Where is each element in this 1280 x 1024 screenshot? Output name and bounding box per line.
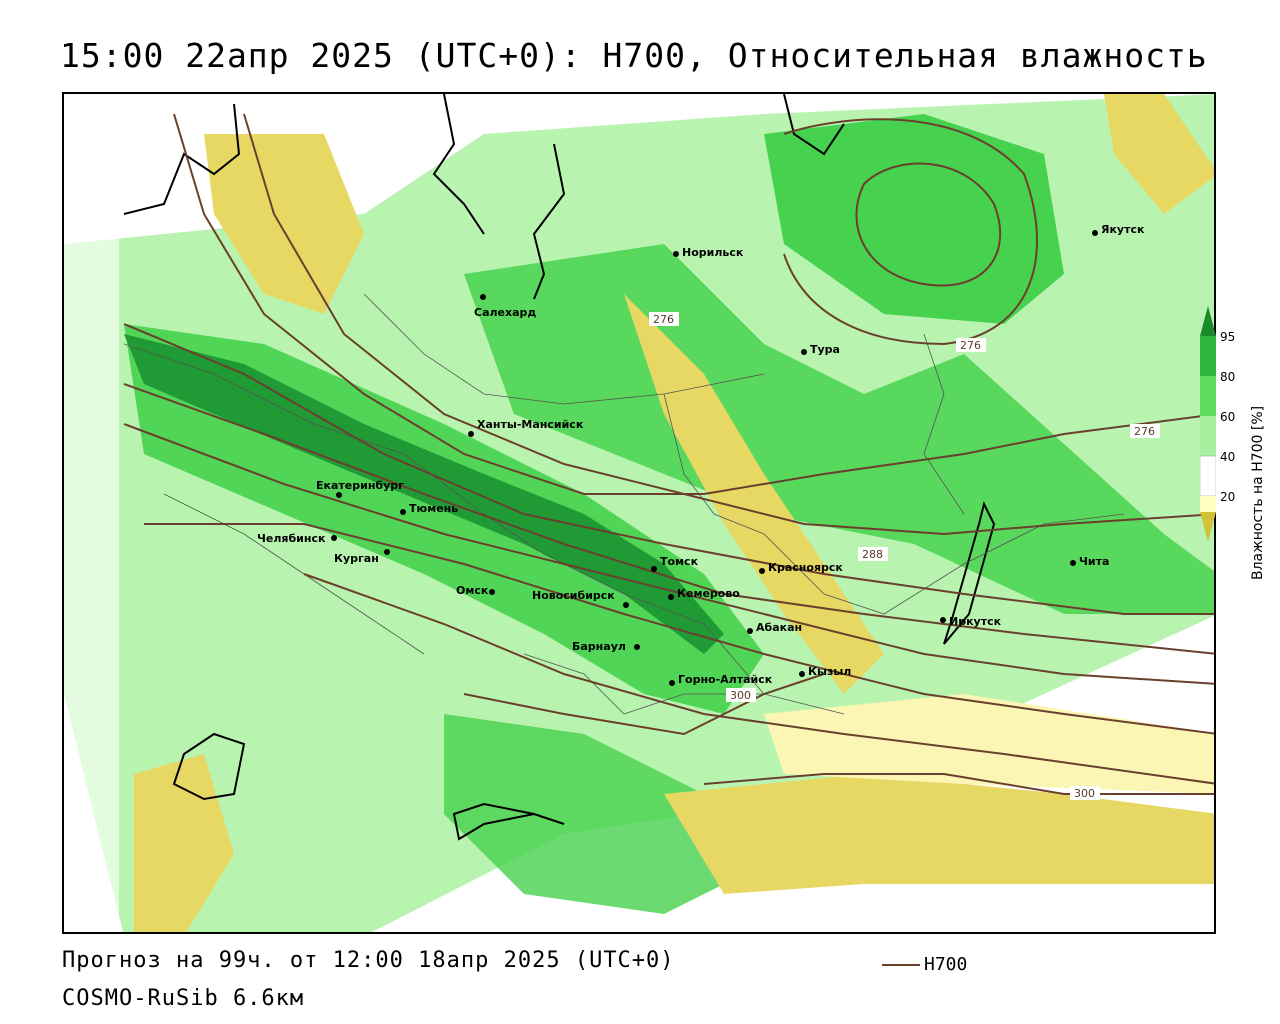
svg-text:Тура: Тура xyxy=(810,343,840,356)
contour-label: 288 xyxy=(862,548,883,561)
lake-balkhash xyxy=(452,802,565,841)
city-abakan: Абакан xyxy=(747,621,802,634)
yellow-region-northeast xyxy=(1104,94,1214,214)
green-region-yakutia xyxy=(764,114,1064,324)
colorbar-tick-95: 95 xyxy=(1220,330,1236,344)
lake-baikal xyxy=(943,501,996,645)
svg-text:Кемерово: Кемерово xyxy=(677,587,740,600)
svg-text:Горно-Алтайск: Горно-Алтайск xyxy=(678,673,773,686)
humidity-field xyxy=(64,94,1214,932)
colorbar-title: Влажность на H700 [%] xyxy=(1250,405,1266,580)
h700-contours xyxy=(123,113,1214,795)
city-gorno-altaysk: Горно-Алтайск xyxy=(669,673,773,686)
svg-text:Чита: Чита xyxy=(1079,555,1109,568)
city-ekaterinburg: Екатеринбург xyxy=(316,479,404,498)
city-chita: Чита xyxy=(1070,555,1109,568)
svg-text:Ханты-Мансийск: Ханты-Мансийск xyxy=(477,418,584,431)
city-norilsk: Норильск xyxy=(673,246,744,259)
cities: Норильск Якутск Салехард Тура Ханты-Манс… xyxy=(257,223,1145,686)
svg-text:Томск: Томск xyxy=(660,555,699,568)
svg-text:Челябинск: Челябинск xyxy=(257,532,326,545)
city-tura: Тура xyxy=(801,343,840,356)
svg-text:Екатеринбург: Екатеринбург xyxy=(316,479,404,492)
contour-label: 276 xyxy=(653,313,674,326)
svg-text:Курган: Курган xyxy=(334,552,379,565)
colorbar-tick-40: 40 xyxy=(1220,450,1236,464)
coastlines xyxy=(123,94,996,841)
green-region-south xyxy=(444,714,764,914)
colorbar-tick-80: 80 xyxy=(1220,370,1236,384)
city-novosibirsk: Новосибирск xyxy=(532,589,629,608)
contour-labels: 276 276 276 288 300 300 xyxy=(649,312,1160,800)
svg-text:Омск: Омск xyxy=(456,584,489,597)
outside-domain-left xyxy=(64,94,119,932)
svg-text:Барнаул: Барнаул xyxy=(572,640,626,653)
contour-legend-label: H700 xyxy=(924,954,968,975)
contour-label: 276 xyxy=(1134,425,1155,438)
yellow-band-diagonal xyxy=(624,294,884,694)
city-khanty-mansiysk: Ханты-Мансийск xyxy=(468,418,584,437)
map-canvas: 276 276 276 288 300 300 Норильск Якутск … xyxy=(64,94,1214,932)
yellow-region-southeast xyxy=(664,774,1214,894)
aral-region xyxy=(172,732,246,801)
colorbar-tick-60: 60 xyxy=(1220,410,1236,424)
svg-text:Красноярск: Красноярск xyxy=(768,561,843,574)
city-chelyabinsk: Челябинск xyxy=(257,532,337,545)
contour-label: 300 xyxy=(730,689,751,702)
map-panel: 276 276 276 288 300 300 Норильск Якутск … xyxy=(62,92,1216,934)
map-title: 15:00 22апр 2025 (UTC+0): H700, Относите… xyxy=(60,36,1208,75)
svg-text:Салехард: Салехард xyxy=(474,306,536,319)
city-yakutsk: Якутск xyxy=(1092,223,1145,236)
city-kemerovo: Кемерово xyxy=(668,587,740,600)
svg-text:Норильск: Норильск xyxy=(682,246,744,259)
contour-legend-line xyxy=(882,964,920,966)
svg-text:Абакан: Абакан xyxy=(756,621,802,634)
city-irkutsk: Иркутск xyxy=(940,615,1002,628)
humidity-colorbar xyxy=(1200,306,1216,542)
city-krasnoyarsk: Красноярск xyxy=(759,561,843,574)
yellow-band-north xyxy=(204,134,364,314)
svg-text:Кызыл: Кызыл xyxy=(808,665,851,678)
contour-label: 300 xyxy=(1074,787,1095,800)
city-salekhard: Салехард xyxy=(474,294,536,319)
city-barnaul: Барнаул xyxy=(572,640,640,653)
city-kurgan: Курган xyxy=(334,549,390,565)
svg-text:Тюмень: Тюмень xyxy=(409,502,458,515)
city-tyumen: Тюмень xyxy=(400,502,458,515)
region-borders xyxy=(123,293,1125,715)
forecast-info: Прогноз на 99ч. от 12:00 18апр 2025 (UTC… xyxy=(62,948,675,973)
colorbar-tick-20: 20 xyxy=(1220,490,1236,504)
city-omsk: Омск xyxy=(456,584,495,597)
city-kyzyl: Кызыл xyxy=(799,665,851,678)
svg-text:Якутск: Якутск xyxy=(1101,223,1145,236)
svg-text:Новосибирск: Новосибирск xyxy=(532,589,615,602)
city-tomsk: Томск xyxy=(651,555,699,572)
closed-contour-yakutia xyxy=(855,162,1002,287)
svg-text:Иркутск: Иркутск xyxy=(949,615,1002,628)
model-name: COSMO-RuSib 6.6км xyxy=(62,986,305,1011)
contour-label: 276 xyxy=(960,339,981,352)
